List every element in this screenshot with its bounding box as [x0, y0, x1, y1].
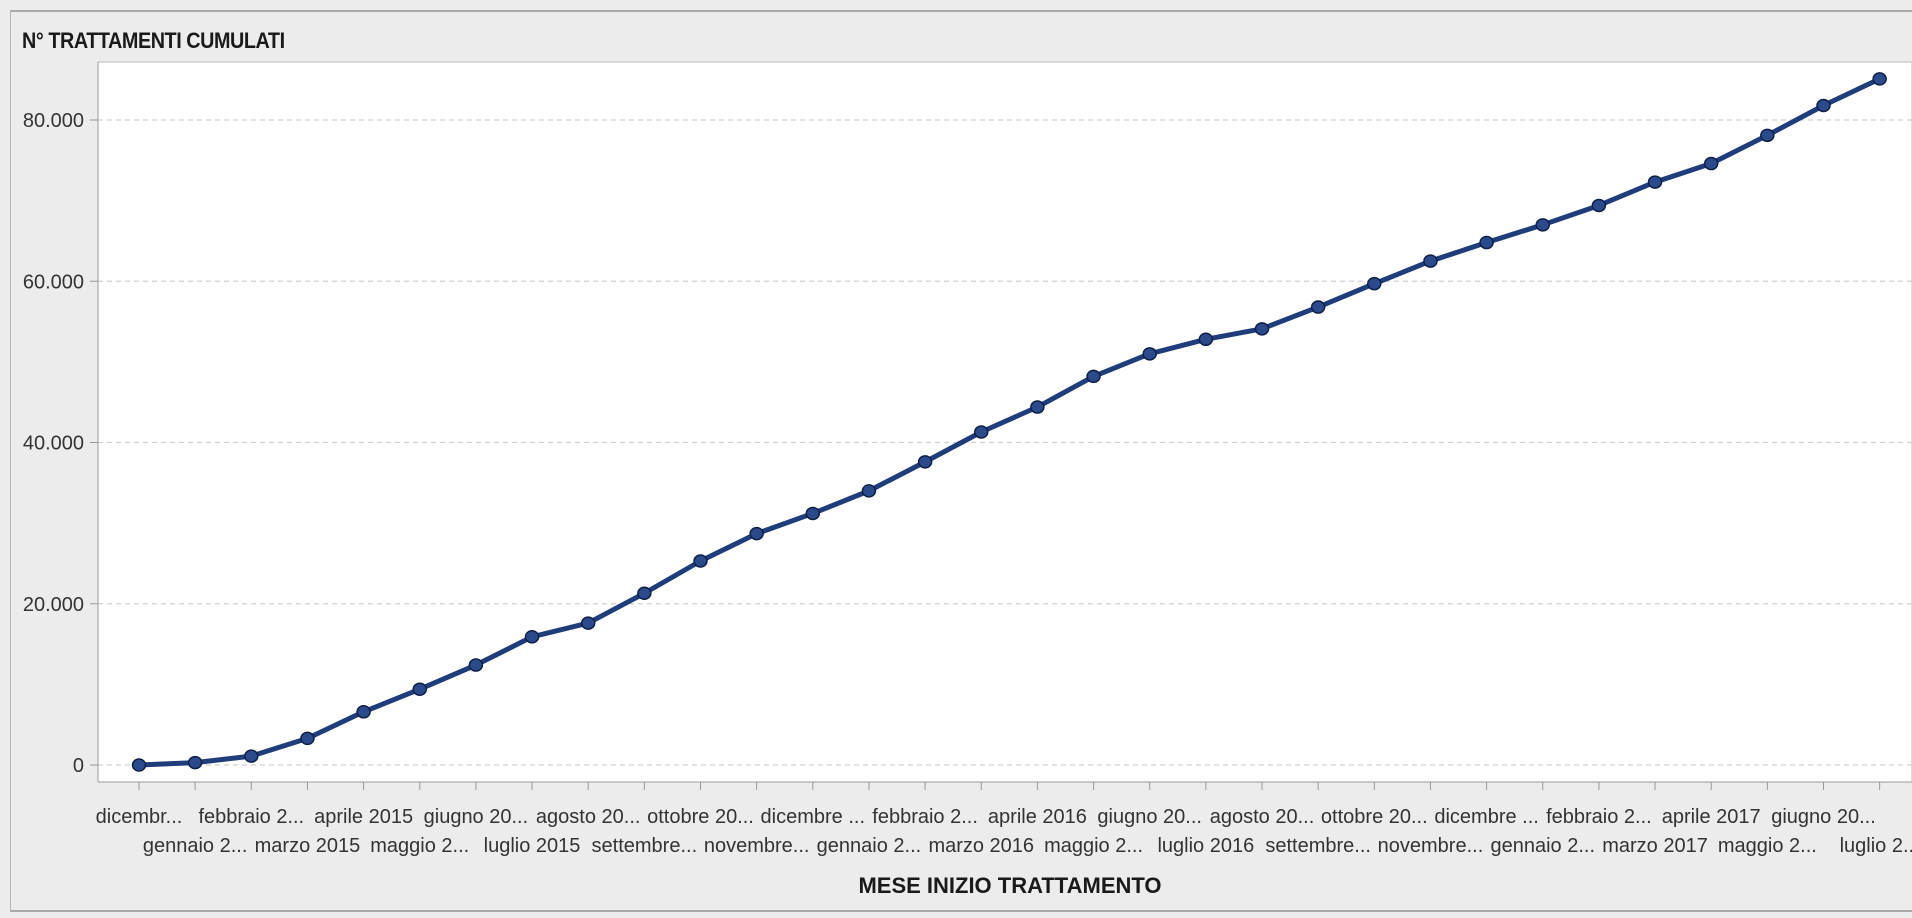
- x-tick-label: settembre...: [592, 835, 698, 857]
- x-tick-label: giugno 20...: [1097, 806, 1202, 828]
- data-point[interactable]: [131, 758, 147, 772]
- data-point[interactable]: [1367, 276, 1382, 291]
- x-tick-label: febbraio 2...: [198, 806, 304, 828]
- x-tick-label: dicembre ...: [761, 806, 865, 828]
- x-tick-label: ottobre 20...: [1321, 806, 1428, 828]
- x-tick-label: giugno 20...: [424, 806, 529, 828]
- y-tick-label: 40.000: [23, 433, 84, 455]
- x-tick-label: dicembr...: [96, 806, 183, 828]
- data-point[interactable]: [917, 455, 933, 469]
- data-point[interactable]: [749, 526, 764, 541]
- x-tick-label: novembre...: [1378, 835, 1484, 857]
- y-tick-label: 20.000: [23, 594, 84, 616]
- y-tick-label: 60.000: [23, 271, 84, 293]
- x-tick-label: marzo 2016: [928, 835, 1034, 857]
- data-point[interactable]: [300, 731, 315, 746]
- x-tick-label: agosto 20...: [536, 806, 641, 828]
- x-tick-label: gennaio 2...: [817, 835, 922, 857]
- x-tick-label: marzo 2015: [255, 835, 361, 857]
- data-point[interactable]: [1423, 254, 1438, 268]
- data-point[interactable]: [1142, 347, 1157, 361]
- data-point[interactable]: [1535, 218, 1550, 232]
- x-tick-label: maggio 2...: [1718, 835, 1817, 857]
- data-point[interactable]: [524, 630, 540, 644]
- data-point[interactable]: [580, 616, 596, 630]
- data-point[interactable]: [693, 554, 708, 568]
- x-tick-label: gennaio 2...: [1490, 835, 1595, 857]
- series-line-path: [136, 76, 1883, 768]
- data-point[interactable]: [1030, 400, 1045, 414]
- data-point[interactable]: [468, 658, 484, 672]
- x-tick-label: febbraio 2...: [1546, 806, 1652, 828]
- x-tick-label: luglio 2015: [484, 835, 581, 857]
- x-tick-label: dicembre ...: [1434, 806, 1538, 828]
- data-point[interactable]: [805, 506, 821, 521]
- series-line: [131, 72, 1887, 772]
- y-axis: 0 20.000 40.000 60.000 80.000: [23, 62, 99, 782]
- y-tick-label: 80.000: [23, 110, 84, 132]
- x-tick-label: gennaio 2...: [143, 835, 248, 857]
- x-tick-label: novembre...: [704, 835, 810, 857]
- data-point[interactable]: [1086, 369, 1101, 384]
- x-tick-label: marzo 2017: [1602, 835, 1708, 857]
- data-point[interactable]: [1816, 98, 1831, 113]
- x-tick-label: maggio 2...: [1044, 835, 1143, 857]
- data-point[interactable]: [1310, 300, 1326, 314]
- data-point[interactable]: [244, 749, 259, 763]
- x-tick-label: aprile 2016: [988, 806, 1087, 828]
- data-point[interactable]: [412, 682, 427, 696]
- x-axis: dicembr... gennaio 2... febbraio 2... marzo…: [96, 781, 1912, 857]
- x-tick-label: aprile 2017: [1662, 806, 1761, 828]
- data-point[interactable]: [1479, 235, 1494, 250]
- x-tick-label: maggio 2...: [370, 835, 469, 857]
- data-point[interactable]: [356, 705, 371, 719]
- data-point[interactable]: [637, 586, 652, 601]
- data-point[interactable]: [1760, 128, 1775, 143]
- data-point[interactable]: [1591, 198, 1607, 213]
- x-axis-title: MESE INIZIO TRATTAMENTO: [858, 873, 1161, 898]
- x-tick-label: ottobre 20...: [647, 806, 754, 828]
- data-point[interactable]: [1647, 175, 1663, 189]
- data-point[interactable]: [1872, 72, 1887, 86]
- x-tick-label: luglio 2016: [1157, 835, 1254, 857]
- data-point[interactable]: [1254, 322, 1270, 336]
- x-tick-label: aprile 2015: [314, 806, 413, 828]
- x-tick-label: luglio 2...: [1840, 835, 1912, 857]
- data-point[interactable]: [1703, 156, 1719, 171]
- data-point[interactable]: [187, 755, 203, 770]
- x-tick-label: giugno 20...: [1771, 806, 1876, 828]
- x-tick-label: agosto 20...: [1210, 806, 1315, 828]
- x-tick-label: settembre...: [1265, 835, 1371, 857]
- data-point[interactable]: [1198, 332, 1214, 347]
- x-tick-label: febbraio 2...: [872, 806, 978, 828]
- data-point[interactable]: [974, 425, 989, 439]
- y-tick-label: 0: [73, 755, 84, 777]
- data-point[interactable]: [861, 484, 877, 498]
- chart-title: N° TRATTAMENTI CUMULATI: [22, 28, 285, 53]
